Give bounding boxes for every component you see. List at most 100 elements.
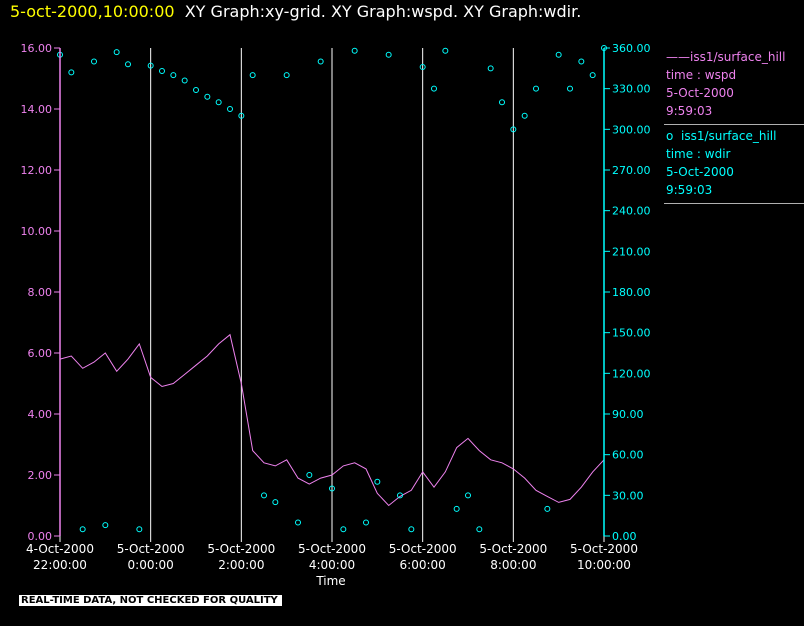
legend-wspd-marker: —— <box>666 50 690 64</box>
wdir-point <box>499 99 505 106</box>
x-axis-title: Time <box>315 574 345 588</box>
wdir-point <box>476 526 483 533</box>
wdir-point <box>204 93 211 100</box>
wspd-line <box>59 333 605 507</box>
x-tick-label-date-5: 5-Oct-2000 <box>479 542 547 556</box>
quality-disclaimer: REAL-TIME DATA, NOT CHECKED FOR QUALITY <box>19 595 282 606</box>
wdir-point <box>465 492 471 499</box>
x-tick-label-time-6: 10:00:00 <box>577 558 631 572</box>
chart-title: 5-oct-2000,10:00:00 XY Graph:xy-grid. XY… <box>10 2 581 21</box>
wdir-point <box>113 49 120 56</box>
wdir-point <box>227 106 233 112</box>
axes: 4-Oct-2000 22:00:00 5-Oct-2000 0:00:00 5-Oct… <box>21 42 651 572</box>
wdir-point <box>419 63 426 70</box>
right-tick-label-5: 150.00 <box>612 327 651 340</box>
legend-wdir-date: 5-Oct-2000 <box>666 165 734 179</box>
wdir-point <box>510 126 517 133</box>
wdir-point <box>102 522 109 529</box>
wdir-point <box>385 51 392 58</box>
wdir-point <box>555 51 562 58</box>
wdir-point <box>136 526 143 533</box>
title-graphs: XY Graph:xy-grid. XY Graph:wspd. XY Grap… <box>184 2 582 21</box>
wdir-point <box>521 112 528 119</box>
wdir-point <box>317 58 324 65</box>
wdir-point <box>363 519 369 526</box>
x-tick-label-time-1: 0:00:00 <box>128 558 174 572</box>
legend-entry-wdir: o iss1/surface_hill time : wdir 5-Oct-20… <box>664 125 804 204</box>
left-tick-label-1: 2.00 <box>28 469 53 482</box>
wdir-point <box>589 72 596 79</box>
right-tick-label-10: 300.00 <box>612 123 651 136</box>
right-tick-label-4: 120.00 <box>612 367 651 380</box>
right-tick-label-7: 210.00 <box>612 245 651 258</box>
right-tick-label-2: 60.00 <box>612 449 644 462</box>
wdir-point <box>272 499 279 506</box>
wdir-point <box>125 61 131 68</box>
left-tick-label-0: 0.00 <box>28 530 53 543</box>
right-tick-label-1: 30.00 <box>612 489 644 502</box>
right-tick-label-11: 330.00 <box>612 83 651 96</box>
wdir-point <box>283 72 290 79</box>
wdir-point <box>261 492 267 499</box>
x-tick-label-time-5: 8:00:00 <box>490 558 536 572</box>
wdir-point <box>215 99 222 106</box>
wdir-point <box>397 492 403 499</box>
x-tick-label-date-6: 5-Oct-2000 <box>570 542 638 556</box>
x-tick-label-date-0: 4-Oct-2000 <box>26 542 94 556</box>
x-tick-label-time-4: 6:00:00 <box>400 558 446 572</box>
wdir-point <box>91 58 97 65</box>
x-tick-label-date-2: 5-Oct-2000 <box>207 542 275 556</box>
legend-wspd-date: 5-Oct-2000 <box>666 86 734 100</box>
left-tick-label-7: 14.00 <box>21 103 53 116</box>
x-tick-label-date-4: 5-Oct-2000 <box>389 542 457 556</box>
wdir-point <box>238 112 245 119</box>
left-tick-label-4: 8.00 <box>28 286 53 299</box>
wdir-point <box>533 85 539 92</box>
right-tick-label-8: 240.00 <box>612 205 651 218</box>
x-tick-label-date-3: 5-Oct-2000 <box>298 542 366 556</box>
legend-wspd-time: 9:59:03 <box>666 104 713 118</box>
legend-wspd-source-line: ——iss1/surface_hill <box>666 48 804 66</box>
left-tick-label-8: 16.00 <box>21 42 53 55</box>
wdir-point <box>351 47 358 54</box>
wdir-point <box>147 62 154 69</box>
wdir-point <box>408 526 415 533</box>
wdir-point <box>159 68 165 75</box>
x-tick-label-time-2: 2:00:00 <box>218 558 264 572</box>
legend-wspd-variable: time : wspd <box>666 68 737 82</box>
wdir-point <box>249 72 256 79</box>
wdir-point <box>431 85 437 92</box>
wdir-point <box>181 77 188 84</box>
x-tick-label-date-1: 5-Oct-2000 <box>117 542 185 556</box>
legend-wdir-source-line: o iss1/surface_hill <box>666 127 804 145</box>
wdir-point <box>295 519 301 526</box>
x-tick-label-time-3: 4:00:00 <box>309 558 355 572</box>
legend-entry-wspd: ——iss1/surface_hill time : wspd 5-Oct-20… <box>664 46 804 125</box>
left-tick-label-6: 12.00 <box>21 164 53 177</box>
right-tick-label-9: 270.00 <box>612 164 651 177</box>
wdir-point <box>306 472 313 478</box>
legend-wdir-source: iss1/surface_hill <box>680 129 777 143</box>
left-tick-label-2: 4.00 <box>28 408 53 421</box>
legend: ——iss1/surface_hill time : wspd 5-Oct-20… <box>664 46 804 204</box>
legend-wdir-time: 9:59:03 <box>666 183 713 197</box>
wdir-point <box>578 58 585 65</box>
grid-lines <box>150 48 514 536</box>
wdir-point <box>374 478 381 485</box>
wspd-series <box>59 333 605 507</box>
left-tick-label-5: 10.00 <box>21 225 53 238</box>
right-tick-label-3: 90.00 <box>612 408 644 421</box>
wdir-point <box>567 85 573 92</box>
wdir-point <box>170 72 177 79</box>
wdir-point <box>544 505 551 512</box>
left-tick-label-3: 6.00 <box>28 347 53 360</box>
wdir-point <box>453 505 460 512</box>
right-tick-label-0: 0.00 <box>612 530 637 543</box>
right-tick-label-12: 360.00 <box>612 42 651 55</box>
title-timestamp: 5-oct-2000,10:00:00 <box>10 2 175 21</box>
legend-wdir-variable: time : wdir <box>666 147 731 161</box>
wdir-point <box>442 47 449 54</box>
right-tick-label-6: 180.00 <box>612 286 651 299</box>
x-tick-label-time-0: 22:00:00 <box>33 558 87 572</box>
